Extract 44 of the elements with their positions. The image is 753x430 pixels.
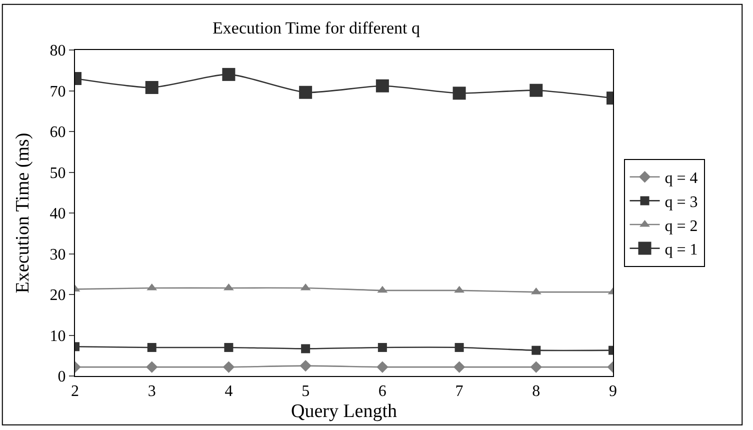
point (452, 86, 466, 100)
x-tick-label: 2 (71, 383, 79, 400)
point (299, 86, 312, 99)
point (301, 344, 310, 354)
y-axis-title: Execution Time (ms) (12, 132, 34, 294)
point (378, 342, 387, 352)
x-tick-label: 6 (378, 383, 386, 400)
point (453, 361, 466, 373)
y-tick-label: 20 (50, 287, 66, 304)
point (145, 80, 158, 94)
y-tick-label: 10 (50, 328, 66, 345)
point (454, 342, 464, 352)
y-tick-label: 0 (58, 368, 66, 386)
x-tick-label: 4 (224, 383, 233, 400)
point (530, 361, 542, 373)
point (147, 342, 156, 352)
x-axis-title: Query Length (290, 401, 398, 422)
point (224, 342, 234, 352)
point (530, 84, 543, 97)
chart-title: Execution Time for different q (212, 18, 420, 38)
legend-label: q = 1 (664, 242, 698, 259)
legend-label: q = 4 (664, 170, 698, 188)
y-tick-label: 80 (50, 42, 66, 60)
x-tick-label: 9 (609, 383, 617, 400)
y-tick-label: 50 (50, 164, 66, 182)
point (300, 360, 312, 372)
y-tick-label: 60 (50, 124, 66, 142)
x-tick-label: 8 (532, 383, 540, 400)
point (222, 361, 235, 373)
x-tick-label: 7 (455, 383, 464, 400)
y-tick-label: 30 (50, 246, 66, 264)
x-tick-label: 5 (302, 383, 310, 400)
y-tick-label: 70 (50, 83, 66, 100)
x-tick-label: 3 (148, 383, 156, 400)
point (146, 361, 158, 373)
point (224, 283, 234, 290)
legend-label: q = 2 (664, 218, 698, 235)
point (532, 346, 541, 355)
legend-label: q = 3 (664, 194, 698, 211)
y-tick-label: 40 (50, 206, 66, 223)
point (222, 68, 236, 81)
point (376, 361, 388, 373)
point (376, 79, 389, 92)
point (454, 286, 464, 293)
